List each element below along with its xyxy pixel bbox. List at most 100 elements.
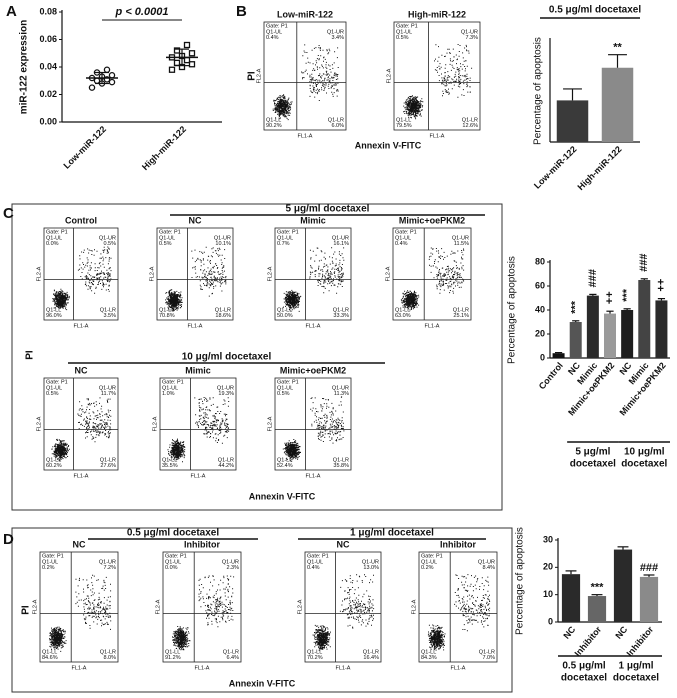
y-tick-label: 20 xyxy=(543,562,553,572)
quadrant-name: Q1-UL xyxy=(307,559,323,565)
event-dots xyxy=(172,575,235,651)
quadrant-name: Q1-LL xyxy=(307,649,322,655)
event-dots xyxy=(52,246,112,311)
quadrant-value: 27.6% xyxy=(100,463,116,469)
quadrant-value: 3.4% xyxy=(331,35,344,41)
quadrant-name: Q1-LL xyxy=(46,307,61,313)
bar xyxy=(552,353,565,358)
event-dots xyxy=(282,396,345,462)
plot-y-axis: FL2-A xyxy=(36,266,42,281)
bar xyxy=(639,576,659,622)
data-point xyxy=(173,59,181,67)
quadrant-name: Q1-UL xyxy=(277,385,293,391)
quadrant-name: Q1-LR xyxy=(333,457,349,463)
gate-label: Gate: P1 xyxy=(165,553,187,559)
quadrant-name: Q1-LL xyxy=(277,457,292,463)
plot-y-axis: FL2-A xyxy=(36,416,42,431)
event-dots xyxy=(49,574,112,652)
significance-label: ### xyxy=(640,562,658,574)
flow-x-label: Annexin V-FITC xyxy=(229,678,296,688)
plot-title: NC xyxy=(189,215,202,225)
data-point xyxy=(103,66,111,74)
quadrant-name: Q1-UL xyxy=(395,235,411,241)
quadrant-value: 0.5% xyxy=(159,241,172,247)
quadrant-name: Q1-UR xyxy=(452,235,469,241)
flow-x-label: Annexin V-FITC xyxy=(249,491,316,501)
x-tick-label: Low-miR-122 xyxy=(61,124,108,171)
quadrant-value: 91.2% xyxy=(165,655,181,661)
quadrant-name: Q1-UL xyxy=(266,29,282,35)
quadrant-name: Q1-UL xyxy=(277,235,293,241)
y-tick-label: 20 xyxy=(535,328,545,338)
quadrant-value: 52.4% xyxy=(277,463,293,469)
y-tick-label: 0.02 xyxy=(39,89,57,99)
event-dots xyxy=(427,574,491,651)
quadrant-value: 0.4% xyxy=(266,35,279,41)
plot-x-axis: FL1-A xyxy=(306,323,321,329)
group-label: 0.5 μg/ml xyxy=(562,661,606,672)
quadrant-value: 63.0% xyxy=(395,313,411,319)
quadrant-value: 90.2% xyxy=(266,123,282,129)
plot-x-axis: FL1-A xyxy=(191,473,206,479)
quadrant-value: 0.5% xyxy=(103,241,116,247)
quadrant-value: 84.3% xyxy=(421,655,437,661)
plot-title: NC xyxy=(337,539,350,549)
quadrant-name: Q1-UR xyxy=(332,385,349,391)
quadrant-value: 0.4% xyxy=(395,241,408,247)
plot-x-axis: FL1-A xyxy=(74,323,89,329)
y-tick-label: 0.04 xyxy=(39,61,57,71)
plot-x-axis: FL1-A xyxy=(306,473,321,479)
data-point xyxy=(108,78,116,86)
quadrant-value: 6.4% xyxy=(226,655,239,661)
y-tick-label: 0.00 xyxy=(39,116,57,126)
quadrant-name: Q1-LL xyxy=(46,457,61,463)
panel-label: B xyxy=(236,3,247,20)
plot-x-axis: FL1-A xyxy=(430,133,445,139)
quadrant-value: 7.3% xyxy=(465,35,478,41)
group-label: docetaxel xyxy=(570,459,616,470)
quadrant-value: 10.1% xyxy=(215,241,231,247)
data-point xyxy=(173,47,181,54)
plot-title: High-miR-122 xyxy=(408,9,466,19)
plot-title: Inhibitor xyxy=(184,539,220,549)
quadrant-name: Q1-UR xyxy=(327,29,344,35)
plot-y-axis: FL2-A xyxy=(386,68,392,83)
quadrant-value: 11.5% xyxy=(454,241,469,247)
quadrant-name: Q1-LR xyxy=(100,307,116,313)
bar xyxy=(561,574,581,622)
quadrant-name: Q1-UL xyxy=(165,559,181,565)
data-point xyxy=(168,66,176,73)
plot-title: Mimic+oePKM2 xyxy=(399,215,465,225)
plot-y-axis: FL2-A xyxy=(149,266,155,281)
quadrant-value: 7.2% xyxy=(103,565,116,571)
significance-label: ### xyxy=(638,253,650,271)
plot-y-axis: FL2-A xyxy=(256,68,262,83)
quadrant-name: Q1-LR xyxy=(333,307,349,313)
quadrant-value: 6.0% xyxy=(331,123,344,129)
quadrant-name: Q1-LR xyxy=(223,649,239,655)
plot-title: Mimic xyxy=(300,215,326,225)
event-dots xyxy=(51,397,112,461)
y-axis-label: Percentage of apoptosis xyxy=(507,256,518,364)
quadrant-name: Q1-LL xyxy=(165,649,180,655)
gate-label: Gate: P1 xyxy=(46,379,68,385)
data-point xyxy=(93,77,101,85)
quadrant-name: Q1-UR xyxy=(214,235,231,241)
event-dots xyxy=(312,574,375,651)
quadrant-value: 0.2% xyxy=(42,565,55,571)
quadrant-name: Q1-LL xyxy=(42,649,57,655)
quadrant-name: Q1-UL xyxy=(421,559,437,565)
quadrant-name: Q1-LL xyxy=(396,117,411,123)
quadrant-name: Q1-UL xyxy=(46,385,62,391)
gate-label: Gate: P1 xyxy=(277,229,299,235)
y-axis-label: Percentage of apoptosis xyxy=(533,37,544,145)
significance-label: ### xyxy=(587,269,599,287)
plot-y-axis: FL2-A xyxy=(32,599,38,614)
y-axis-label: miR-122 expression xyxy=(19,20,30,115)
quadrant-value: 0.4% xyxy=(307,565,320,571)
quadrant-value: 0.5% xyxy=(46,391,59,397)
data-point xyxy=(188,61,196,68)
quadrant-name: Q1-LL xyxy=(421,649,436,655)
event-dots xyxy=(283,247,345,312)
